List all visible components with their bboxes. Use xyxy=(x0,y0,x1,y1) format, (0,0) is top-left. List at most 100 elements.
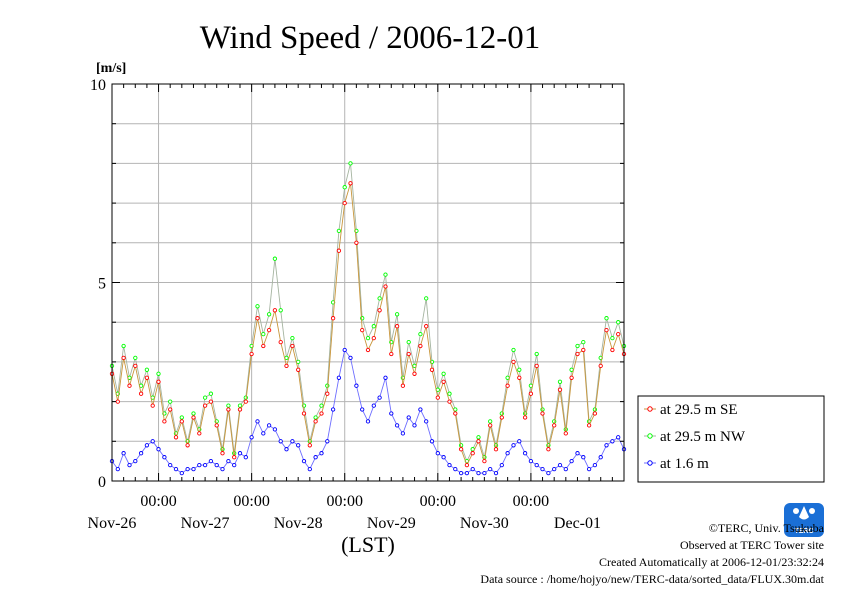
data-point xyxy=(319,403,324,408)
data-point xyxy=(575,343,580,349)
data-point xyxy=(348,355,353,361)
data-point xyxy=(272,308,278,313)
y-tick-label: 10 xyxy=(90,77,106,94)
data-point xyxy=(261,331,266,337)
data-point xyxy=(261,343,266,349)
legend-box xyxy=(637,395,825,483)
data-point xyxy=(220,466,225,472)
data-point xyxy=(517,367,522,372)
data-point xyxy=(330,316,336,321)
data-point xyxy=(144,443,150,448)
data-point xyxy=(499,415,504,420)
data-point xyxy=(389,351,394,357)
data-point xyxy=(290,335,295,341)
data-point xyxy=(325,391,330,396)
terc-logo: TERC xyxy=(784,503,824,537)
data-point xyxy=(575,451,580,456)
data-point xyxy=(424,296,429,301)
data-point xyxy=(505,375,510,380)
data-point xyxy=(121,355,126,361)
data-point xyxy=(447,399,452,404)
data-point xyxy=(581,455,586,460)
data-point xyxy=(383,375,388,380)
x-tick-date-label: Nov-29 xyxy=(367,515,416,532)
data-point xyxy=(365,419,371,424)
data-point xyxy=(488,466,493,472)
data-point xyxy=(418,343,423,349)
data-point xyxy=(133,363,138,369)
data-point xyxy=(202,403,208,408)
footer-observed: Observed at TERC Tower site xyxy=(680,538,824,552)
data-point xyxy=(266,312,272,317)
data-point xyxy=(552,423,557,428)
data-point xyxy=(284,447,289,452)
data-point xyxy=(278,439,283,444)
legend-label: at 29.5 m SE xyxy=(660,402,738,418)
legend-marker xyxy=(647,406,653,412)
data-point xyxy=(441,379,446,384)
data-point xyxy=(226,407,231,412)
data-point xyxy=(249,435,254,440)
data-point xyxy=(191,411,196,416)
data-point xyxy=(476,470,481,476)
data-point xyxy=(482,458,487,464)
data-point xyxy=(278,308,283,313)
data-point xyxy=(255,419,260,424)
data-point xyxy=(610,335,615,341)
logo-text: TERC xyxy=(794,528,813,535)
data-point xyxy=(586,466,592,472)
data-point xyxy=(418,407,423,412)
data-point xyxy=(488,419,493,424)
data-point xyxy=(424,324,429,329)
data-point xyxy=(493,447,499,452)
data-point xyxy=(179,419,184,424)
data-point xyxy=(284,363,289,369)
data-point xyxy=(127,462,132,468)
data-point xyxy=(528,458,534,464)
data-point xyxy=(290,439,295,444)
x-tick-time-label: 00:00 xyxy=(420,493,456,510)
data-point xyxy=(313,455,318,460)
data-point xyxy=(301,458,307,464)
data-point xyxy=(307,443,312,448)
data-point xyxy=(575,351,580,357)
data-point xyxy=(336,248,342,253)
data-point xyxy=(179,415,184,420)
data-point xyxy=(156,379,161,384)
data-point xyxy=(325,439,330,444)
x-tick-time-label: 00:00 xyxy=(140,493,176,510)
data-point xyxy=(552,466,557,472)
data-point xyxy=(115,466,120,472)
data-point xyxy=(138,451,144,456)
data-point xyxy=(371,403,376,408)
data-point xyxy=(266,327,272,333)
data-point xyxy=(540,466,545,472)
data-point xyxy=(290,343,295,349)
data-point xyxy=(429,367,435,372)
data-point xyxy=(505,451,510,456)
data-point xyxy=(307,466,312,472)
data-point xyxy=(412,423,417,428)
data-point xyxy=(173,435,179,440)
data-point xyxy=(447,391,452,396)
data-point xyxy=(406,351,411,357)
x-tick-date-label: Dec-01 xyxy=(554,515,601,532)
data-point xyxy=(400,383,406,388)
data-point xyxy=(598,455,603,460)
x-tick-date-label: Nov-30 xyxy=(460,515,509,532)
data-point xyxy=(458,470,464,476)
data-point xyxy=(522,451,528,456)
data-point xyxy=(360,407,365,412)
grid xyxy=(112,84,624,481)
data-point xyxy=(313,419,318,424)
data-point xyxy=(377,308,382,313)
data-point xyxy=(493,470,499,476)
data-point xyxy=(173,466,179,472)
data-point xyxy=(214,423,219,428)
y-ticks: 0 5 10 xyxy=(90,77,624,491)
data-point xyxy=(569,375,574,380)
data-point xyxy=(610,347,615,353)
data-point xyxy=(371,335,376,341)
data-point xyxy=(348,161,353,166)
